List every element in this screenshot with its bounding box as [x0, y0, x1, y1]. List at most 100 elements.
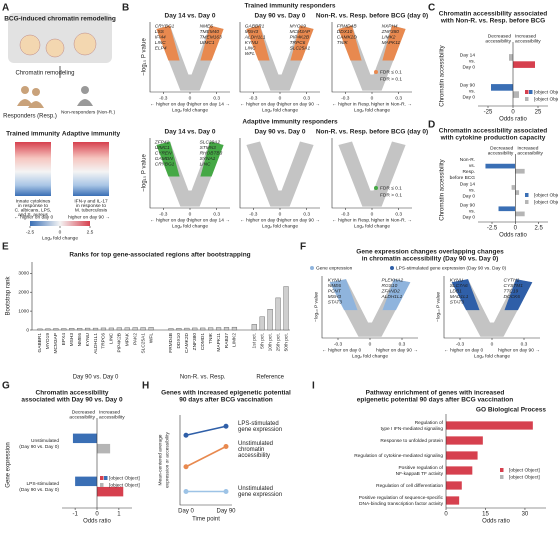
x-tick-label: MCM3AP — [53, 333, 59, 354]
label: -2.5 — [26, 229, 35, 235]
label: Pathway enrichment of genes with increas… — [366, 390, 505, 397]
point — [223, 444, 229, 449]
bar — [97, 443, 111, 454]
box — [132, 327, 138, 331]
label: accessibility — [99, 414, 125, 420]
label: Innate cytokines — [16, 198, 51, 204]
label: before BCG — [450, 175, 476, 181]
y-tick-label: 0 — [26, 327, 29, 333]
gene-label: MYO19 — [290, 23, 307, 29]
x-tick-label: 0 — [279, 211, 282, 217]
gene-label: KYNU — [328, 277, 342, 283]
box — [53, 328, 59, 331]
x-tick-label: 0 — [371, 211, 374, 217]
label: in response to — [18, 203, 48, 209]
line — [185, 445, 227, 468]
box — [124, 327, 130, 331]
label: −log₁₀ P value — [142, 38, 148, 76]
row-title: Adaptive immunity responders — [242, 119, 338, 126]
gene-label: CRYBG1 — [155, 23, 175, 29]
gene-label: ZFAND2 — [381, 288, 401, 294]
bar — [511, 185, 516, 190]
label: Unstimulated — [31, 438, 59, 444]
gene-label: RGS10 — [382, 283, 398, 289]
panel-title: Day 14 vs. Day 0 — [165, 13, 216, 20]
box — [208, 327, 214, 331]
a-text: Trained immunity — [6, 131, 60, 138]
a-title: BCG-induced chromatin remodeling — [4, 16, 116, 23]
label: higher in Non-R. → — [371, 217, 412, 223]
gene-label: CYREN — [155, 150, 172, 156]
legend-swatch — [374, 70, 378, 74]
label: accessibility — [517, 150, 543, 156]
bar — [515, 190, 520, 195]
gene-label: ZFP41 — [154, 139, 170, 145]
label: ← higher on day 0 — [240, 217, 280, 223]
x-tick-label: RAB37 — [224, 333, 230, 349]
box — [192, 327, 198, 331]
box — [200, 327, 206, 331]
label: Gene expression — [6, 442, 12, 487]
gene-label: TNIK — [337, 40, 349, 46]
gene-label: TMEM163 — [200, 34, 222, 40]
box — [85, 327, 91, 331]
bar — [446, 466, 473, 475]
panel-letter: I — [312, 381, 315, 392]
gene-label: NME6 — [328, 283, 342, 289]
label: C. albicans, LPS, — [15, 207, 52, 213]
gene-label: UIMC1 — [200, 40, 215, 46]
a-text: Non-responders (Non-R.) — [61, 109, 116, 115]
label: in response to — [76, 203, 106, 209]
axis — [179, 415, 232, 506]
label: Regulation of cell differentiation — [376, 483, 443, 489]
x-tick-label: ALDH1L1 — [93, 333, 99, 354]
label: Day 14 — [460, 181, 476, 187]
legend-label: [object Object] — [534, 96, 558, 102]
label: in chromatin accessibility (Day 90 vs. D… — [362, 256, 499, 263]
gene-label: LINC — [155, 40, 166, 46]
label: Day 90 — [460, 203, 476, 209]
gene-label: MAPK11 — [382, 40, 401, 46]
x-tick-label: 0 — [514, 226, 518, 232]
x-tick-label: FRMD4B — [168, 333, 174, 353]
label: vs. — [469, 210, 475, 215]
label: higher on day 90 → — [498, 347, 540, 353]
box — [37, 328, 43, 331]
box — [140, 327, 146, 331]
legend-label: [object Object] — [534, 192, 558, 198]
label: Ranks for top gene-associated regions af… — [69, 252, 250, 259]
label: ← higher on day 0 — [150, 217, 190, 223]
gene-label: SYNA1 — [200, 156, 216, 162]
x-tick-label: 0 — [491, 341, 494, 347]
gene-label: WFL — [245, 51, 255, 57]
point-cloud — [338, 141, 406, 207]
group-label: Day 90 vs. Day 0 — [73, 375, 119, 381]
legend-label: FDR ≤ 0.1 — [380, 69, 402, 75]
label: ← higher on day 0 — [322, 347, 362, 353]
label: gene expression — [238, 492, 282, 498]
bar — [498, 206, 516, 212]
legend-swatch — [525, 200, 529, 204]
legend-label: [object Object] — [509, 467, 540, 473]
box — [231, 326, 238, 331]
y-tick-label: 1000 — [18, 308, 29, 314]
axis — [149, 22, 230, 93]
gene-label: MSH3 — [328, 294, 342, 300]
label: accessibility — [69, 414, 95, 420]
legend-swatch — [104, 476, 108, 480]
axis — [443, 276, 540, 339]
box — [215, 327, 222, 331]
label: higher on day 14 → — [188, 101, 230, 107]
panel-title: Day 14 vs. Day 0 — [165, 129, 216, 136]
legend-swatch — [310, 266, 314, 270]
bar — [446, 496, 460, 505]
x-tick-label: MAPK11 — [216, 333, 222, 352]
x-tick-label: TRPC6 — [101, 333, 107, 349]
gene-label: LINC — [245, 45, 256, 51]
y-tick-label: 3000 — [18, 271, 29, 277]
label: with Non-R. vs. Resp. before BCG — [440, 18, 545, 25]
x-tick-label: 50th pct. — [283, 333, 289, 351]
significant-cloud — [200, 141, 224, 177]
label: ← higher on day 0 — [150, 101, 190, 107]
significant-cloud — [290, 25, 314, 61]
